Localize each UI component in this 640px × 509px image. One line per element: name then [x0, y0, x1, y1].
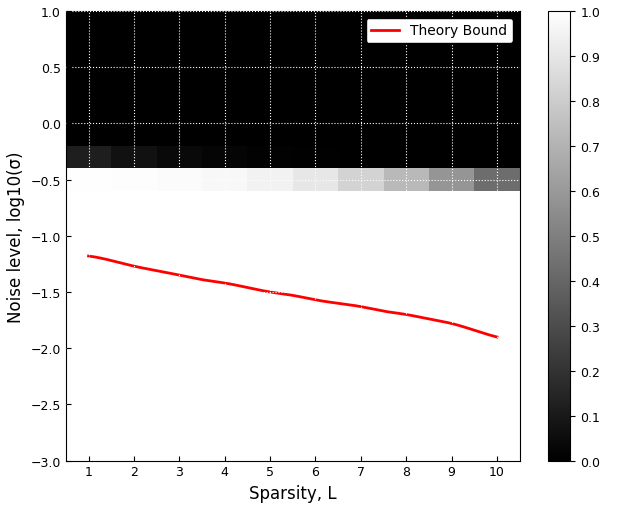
- Theory Bound: [328, 300, 335, 306]
- Theory Bound: [306, 296, 314, 302]
- Theory Bound: [483, 331, 491, 337]
- X-axis label: Sparsity, L: Sparsity, L: [249, 484, 337, 502]
- Theory Bound: [419, 315, 427, 321]
- Theory Bound: [278, 291, 286, 297]
- Theory Bound: [281, 292, 289, 298]
- Line: Theory Bound: Theory Bound: [88, 257, 497, 337]
- Theory Bound: [84, 253, 92, 260]
- Theory Bound: [493, 334, 500, 341]
- Legend: Theory Bound: Theory Bound: [365, 19, 513, 44]
- Y-axis label: Noise level, log10(σ): Noise level, log10(σ): [7, 151, 25, 322]
